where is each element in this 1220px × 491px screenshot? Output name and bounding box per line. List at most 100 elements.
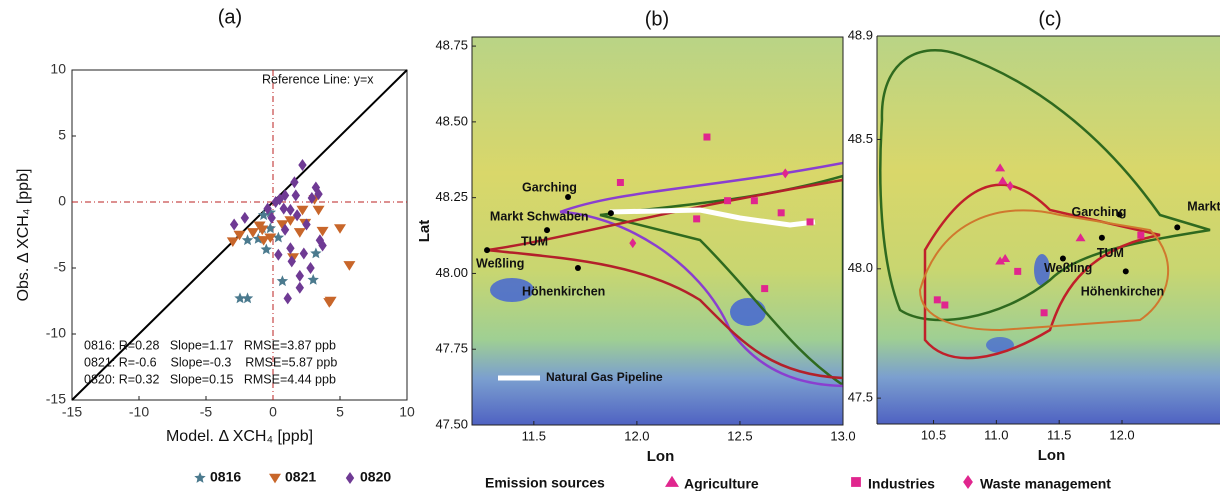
y-axis-label: Obs. Δ XCH₄ [ppb] [15, 169, 32, 302]
marker [750, 197, 758, 205]
y-tick-label: 48.75 [435, 38, 468, 53]
marker [761, 285, 769, 293]
marker [229, 218, 239, 231]
marker [781, 168, 789, 179]
legend-marker [269, 473, 281, 484]
marker [302, 218, 311, 231]
marker [246, 228, 259, 238]
legend-label: Waste management [980, 476, 1111, 491]
marker [296, 205, 309, 216]
y-tick-label: 48.0 [848, 260, 873, 275]
stats-text: 0816: R=0.28 Slope=1.17 RMSE=3.87 ppb [84, 338, 336, 352]
map-frame [471, 36, 844, 426]
plume-contour [599, 174, 843, 387]
marker [806, 218, 814, 226]
y-tick-label: 47.75 [435, 341, 468, 356]
marker [264, 222, 276, 234]
marker [286, 203, 295, 216]
city-label: Garching [1071, 205, 1126, 219]
marker [290, 176, 299, 189]
y-tick-label: -10 [46, 325, 66, 341]
marker [280, 223, 290, 236]
x-tick-label: 10.5 [921, 427, 946, 442]
lake [730, 298, 766, 326]
marker [263, 202, 272, 215]
x-axis-label: Lon [647, 448, 675, 465]
map-panel: Natural Gas Pipeline Garching Markt Schwa… [472, 37, 843, 425]
x-tick-label: -10 [129, 404, 149, 420]
marker [310, 247, 322, 259]
x-axis-label: Model. Δ XCH₄ [ppb] [166, 428, 313, 445]
marker [284, 216, 297, 226]
marker [257, 209, 270, 221]
y-tick-label: 48.9 [848, 27, 873, 42]
marker [299, 247, 309, 260]
marker [276, 220, 289, 230]
plume-contour [918, 209, 1169, 332]
marker [307, 192, 317, 205]
marker [241, 234, 254, 246]
marker [777, 209, 785, 217]
map-background [877, 36, 1220, 424]
legend-marker [194, 472, 206, 483]
city-label: TUM [1097, 246, 1124, 260]
marker [252, 233, 264, 244]
marker [1040, 309, 1048, 317]
city-point [1116, 211, 1123, 218]
x-tick-label: 10 [399, 404, 415, 420]
marker [995, 163, 1006, 172]
marker [995, 256, 1006, 265]
marker [316, 226, 329, 237]
city-point [484, 247, 491, 254]
x-tick-label: 5 [336, 404, 344, 420]
plume-contour [486, 178, 843, 380]
marker [291, 189, 300, 202]
plume-contour [923, 183, 1161, 360]
y-tick-label: 47.5 [848, 390, 873, 405]
city-point [1098, 234, 1105, 241]
city-label: Markt Schwaben [1187, 200, 1220, 214]
marker [1000, 253, 1011, 262]
y-axis-label: Lat [416, 220, 433, 243]
panel-title: (a) [218, 6, 242, 28]
marker [933, 296, 941, 304]
marker [280, 189, 290, 202]
city-point [1059, 255, 1066, 262]
legend-marker [851, 477, 861, 487]
city-point [607, 210, 614, 217]
x-tick-label: 11.5 [522, 428, 546, 443]
y-tick-label: 5 [58, 127, 66, 143]
x-axis-label: Lon [1038, 447, 1066, 464]
x-tick-label: 12.0 [1109, 427, 1134, 442]
city-label: Höhenkirchen [1081, 285, 1164, 299]
marker [703, 133, 711, 141]
x-tick-label: 0 [269, 404, 277, 420]
panel-title: (c) [1038, 8, 1061, 30]
marker [276, 275, 289, 287]
legend-label: 0816 [210, 469, 241, 485]
pipeline [609, 207, 816, 228]
marker [292, 209, 302, 222]
city-label: Weßling [1044, 261, 1092, 275]
x-tick-label: -15 [62, 404, 82, 420]
legend-marker [665, 475, 679, 487]
marker [724, 197, 732, 205]
marker [298, 159, 307, 172]
marker [279, 202, 288, 215]
city-label: Garching [522, 180, 577, 194]
city-point [1122, 268, 1129, 275]
marker [343, 261, 356, 271]
marker [693, 215, 701, 223]
legend-label: Agriculture [684, 476, 759, 491]
pipeline-label: Natural Gas Pipeline [546, 370, 663, 384]
marker [318, 239, 327, 252]
marker [295, 281, 304, 294]
marker [226, 237, 239, 247]
legend-label: 0820 [360, 469, 391, 485]
y-tick-label: 48.5 [848, 131, 873, 146]
y-tick-label: 48.25 [435, 189, 468, 204]
stats-text: 0821: R=-0.6 Slope=-0.3 RMSE=5.87 ppb [84, 355, 337, 369]
x-tick-label: 13.0 [830, 428, 855, 443]
legend-label: 0821 [285, 469, 316, 485]
